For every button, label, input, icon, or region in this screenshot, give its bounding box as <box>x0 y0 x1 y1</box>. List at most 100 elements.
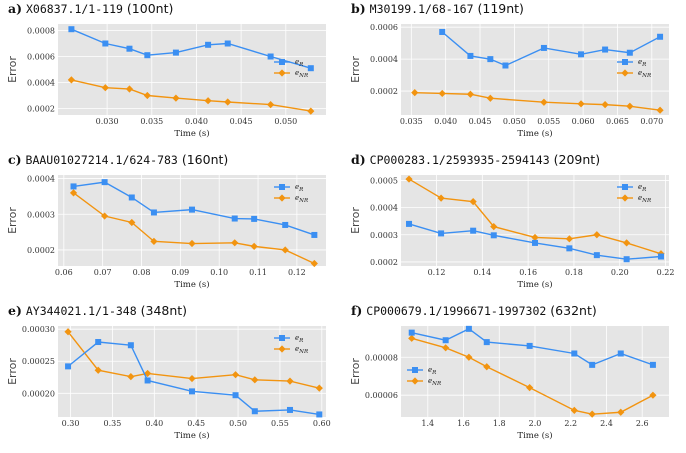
y-tick-label: 0.0003 <box>370 231 398 240</box>
data-point <box>626 102 634 110</box>
data-point <box>566 245 573 252</box>
series-e-r <box>65 339 323 418</box>
x-axis-label: Time (s) <box>517 430 552 441</box>
data-point <box>286 406 293 413</box>
x-tick-label: 2.0 <box>529 419 542 428</box>
panel-letter: b) <box>351 1 366 16</box>
data-point <box>442 337 449 344</box>
data-point <box>150 209 157 216</box>
data-point <box>316 411 323 418</box>
data-point <box>101 179 108 186</box>
x-tick-label: 0.040 <box>185 117 208 126</box>
x-tick-label: 0.20 <box>611 268 629 277</box>
data-point <box>101 84 109 92</box>
data-point <box>310 259 318 268</box>
x-axis-label: Time (s) <box>517 279 552 290</box>
legend-label: eNR <box>428 377 441 387</box>
data-point <box>126 45 133 52</box>
data-point <box>65 363 72 370</box>
panel-title: f) CP000679.1/1996671-1997302 (632nt) <box>351 303 597 318</box>
x-tick-label: 0.60 <box>313 419 331 428</box>
data-point <box>204 97 212 105</box>
data-point <box>405 175 413 183</box>
y-tick-label: 0.0005 <box>370 176 398 185</box>
sequence-length: (348nt) <box>140 303 188 318</box>
x-tick-label: 0.06 <box>55 268 73 277</box>
legend-marker <box>622 184 628 190</box>
series-e-nr <box>408 334 657 418</box>
data-point <box>649 391 657 399</box>
data-point <box>578 51 585 58</box>
x-tick-label: 0.22 <box>657 268 675 277</box>
panel-title: e) AY344021.1/1-348 (348nt) <box>8 303 187 318</box>
data-point <box>437 194 445 202</box>
x-tick-label: 0.050 <box>503 117 526 126</box>
x-tick-label: 0.065 <box>606 117 629 126</box>
panel-f: f) CP000679.1/1996671-1997302 (632nt) 1.… <box>343 302 686 453</box>
x-tick-label: 0.55 <box>271 419 289 428</box>
x-tick-label: 1.6 <box>457 419 470 428</box>
sequence-length: (100nt) <box>126 1 174 16</box>
data-point <box>172 94 180 102</box>
x-tick-label: 0.060 <box>572 117 595 126</box>
panel-letter: f) <box>351 303 363 318</box>
series-e-nr <box>67 76 315 115</box>
sequence-accession: CP000679.1/1996671-1997302 <box>366 304 547 318</box>
data-point <box>531 233 539 242</box>
data-point <box>224 40 231 47</box>
x-tick-label: 1.4 <box>421 419 434 428</box>
y-tick-label: 0.0003 <box>27 210 55 219</box>
sequence-length: (209nt) <box>553 152 601 167</box>
data-point <box>487 56 494 63</box>
legend-marker <box>621 69 629 77</box>
x-axis-label: Time (s) <box>174 279 209 290</box>
data-point <box>172 49 179 56</box>
y-tick-label: 0.0008 <box>27 27 55 36</box>
x-tick-label: 0.055 <box>537 117 560 126</box>
legend-label: eNR <box>638 69 651 79</box>
x-tick-label: 2.6 <box>636 419 649 428</box>
y-tick-label: 0.00006 <box>365 391 398 400</box>
data-point <box>224 98 232 106</box>
data-point <box>251 408 258 415</box>
data-point <box>411 89 419 97</box>
y-tick-label: 0.0006 <box>370 23 398 32</box>
sequence-length: (160nt) <box>181 152 229 167</box>
y-tick-label: 0.0002 <box>27 246 55 255</box>
sequence-accession: X06837.1/1-119 <box>26 2 123 16</box>
x-tick-label: 0.50 <box>229 419 247 428</box>
panel-c: c) BAAU01027214.1/624-783 (160nt) 0.06 0.… <box>0 151 343 302</box>
y-axis-label: Error <box>6 207 19 234</box>
sequence-accession: AY344021.1/1-348 <box>25 304 137 318</box>
panel-letter: d) <box>351 152 366 167</box>
chart-svg: 0.06 0.07 0.08 0.09 0.10 0.11 0.12 0.0002 0.0003… <box>6 175 326 290</box>
data-point <box>649 361 656 368</box>
y-tick-label: 0.0002 <box>370 87 398 96</box>
data-point <box>589 361 596 368</box>
legend-label: eR <box>295 334 303 344</box>
data-point <box>95 339 102 346</box>
data-point <box>588 410 596 418</box>
data-point <box>656 106 664 114</box>
data-point <box>657 33 664 40</box>
y-axis-label: Error <box>349 358 362 385</box>
x-tick-label: 0.07 <box>94 268 112 277</box>
data-point <box>438 89 446 98</box>
data-point <box>231 215 238 222</box>
legend-marker <box>412 367 418 373</box>
series-e-r <box>406 220 664 263</box>
panel-b: b) M30199.1/68-167 (119nt) 0.035 0.040 0.0… <box>343 0 686 151</box>
legend-label: eNR <box>295 194 308 204</box>
sequence-accession: M30199.1/68-167 <box>369 2 474 16</box>
y-tick-label: 0.0004 <box>27 79 55 88</box>
legend-label: eNR <box>295 69 308 79</box>
data-point <box>125 85 134 93</box>
x-tick-label: 0.35 <box>104 419 122 428</box>
data-point <box>502 62 509 69</box>
panel-title: a) X06837.1/1-119 (100nt) <box>8 1 173 16</box>
